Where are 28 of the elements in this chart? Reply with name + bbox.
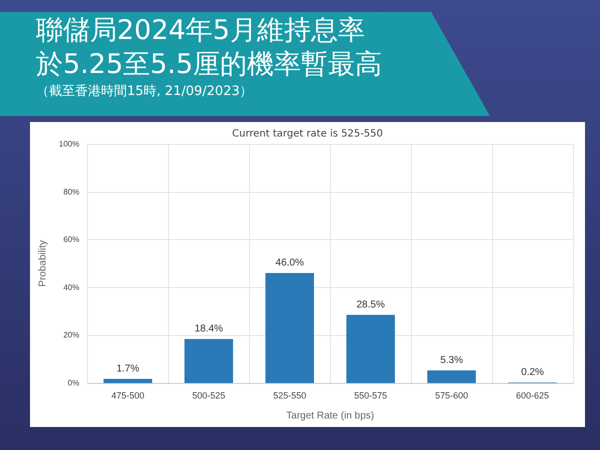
y-tick-label: 100% bbox=[58, 140, 80, 148]
bar bbox=[104, 378, 152, 383]
data-label: 28.5% bbox=[356, 299, 385, 310]
chart-subtitle: （截至香港時間15時, 21/09/2023） bbox=[36, 83, 254, 101]
y-tick-label: 60% bbox=[63, 235, 80, 244]
x-tick-label: 550-575 bbox=[354, 390, 388, 400]
x-tick-label: 600-625 bbox=[516, 390, 550, 400]
chart-title: 聯儲局2024年5月維持息率於5.25至5.5厘的機率暫最高 bbox=[36, 14, 384, 82]
bar bbox=[427, 370, 476, 383]
data-label: 0.2% bbox=[521, 367, 544, 378]
data-label: 5.3% bbox=[440, 354, 464, 366]
x-tick-label: 525-550 bbox=[273, 390, 306, 400]
x-tick-label: 500-525 bbox=[192, 390, 226, 400]
y-tick-label: 40% bbox=[63, 282, 80, 292]
bar bbox=[346, 314, 395, 383]
data-label: 18.4% bbox=[194, 324, 224, 335]
y-tick-label: 80% bbox=[63, 187, 80, 196]
x-tick-label: 575-600 bbox=[435, 390, 468, 400]
y-tick-label: 20% bbox=[63, 330, 80, 340]
x-axis-title: Target Rate (in bps) bbox=[286, 410, 374, 422]
data-label: 46.0% bbox=[276, 258, 304, 269]
text: Current target rate is 525-550 bbox=[232, 128, 383, 140]
y-tick-label: 0% bbox=[68, 378, 80, 388]
bar bbox=[265, 273, 314, 383]
y-axis-title: Probability bbox=[38, 240, 48, 287]
x-tick-label: 475-500 bbox=[111, 390, 144, 400]
data-label: 1.7% bbox=[116, 363, 140, 374]
bar bbox=[184, 339, 234, 383]
